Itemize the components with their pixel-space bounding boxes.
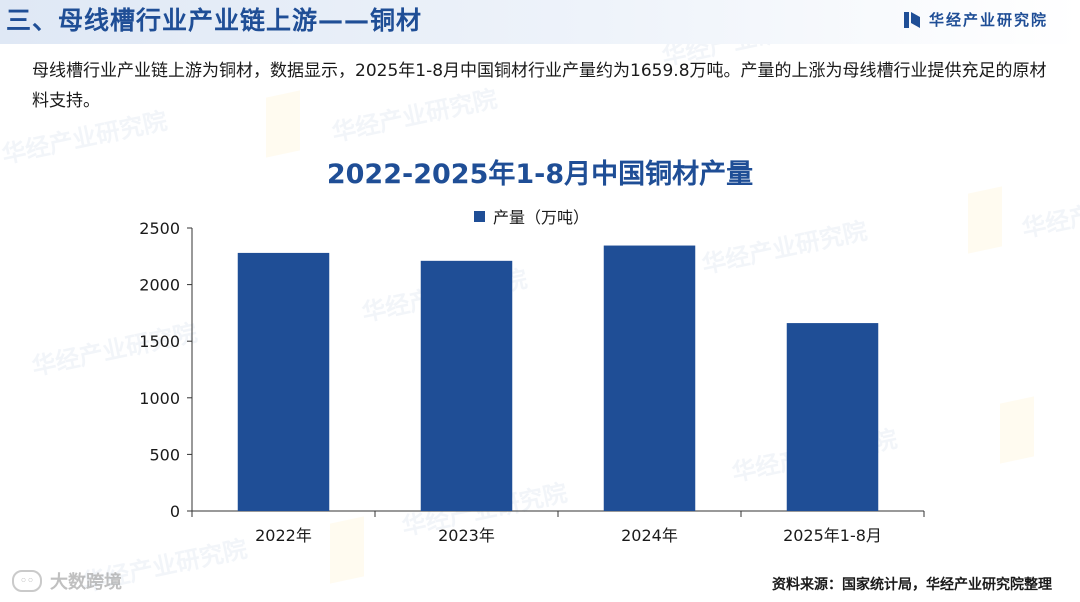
page-title: 三、母线槽行业产业链上游——铜材 xyxy=(6,6,423,35)
x-tick-label: 2023年 xyxy=(438,526,495,545)
y-tick-label: 2000 xyxy=(139,276,180,295)
legend-swatch xyxy=(474,210,485,222)
bar-2 xyxy=(603,245,696,511)
intro-paragraph: 母线槽行业产业链上游为铜材，数据显示，2025年1-8月中国铜材行业产量约为16… xyxy=(32,61,1047,111)
bar-3 xyxy=(786,323,879,511)
y-tick-label: 1000 xyxy=(139,389,180,408)
chat-bubble-icon: ◦◦ xyxy=(12,570,42,592)
x-tick-label: 2022年 xyxy=(255,526,312,545)
brand-name: 华经产业研究院 xyxy=(928,11,1048,29)
brand: 华经产业研究院 xyxy=(903,9,1048,30)
page-header: 三、母线槽行业产业链上游——铜材 华经产业研究院 xyxy=(0,0,1080,44)
legend-label: 产量（万吨） xyxy=(493,208,590,227)
chart-legend: 产量（万吨） xyxy=(474,204,589,228)
bar-0 xyxy=(237,252,330,512)
y-tick-label: 500 xyxy=(149,445,180,464)
brand-logo-icon xyxy=(903,11,920,28)
chart-title: 2022-2025年1-8月中国铜材产量 xyxy=(326,159,754,190)
y-tick-label: 1500 xyxy=(139,332,180,351)
bar-1 xyxy=(420,260,513,511)
y-tick-label: 0 xyxy=(170,502,180,521)
footer-watermark-text: 大数跨境 xyxy=(50,572,122,593)
x-tick-label: 2025年1-8月 xyxy=(783,526,882,545)
source-note: 资料来源：国家统计局，华经产业研究院整理 xyxy=(772,577,1052,593)
footer-watermark: ◦◦ 大数跨境 xyxy=(12,568,122,594)
y-tick-label: 2500 xyxy=(139,219,180,238)
x-tick-label: 2024年 xyxy=(621,526,678,545)
